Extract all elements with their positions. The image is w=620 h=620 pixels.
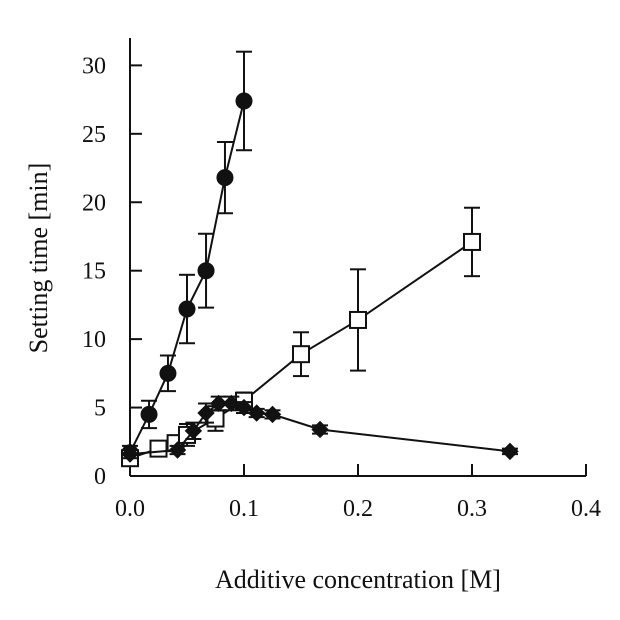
y-axis-label: Setting time [min] <box>24 163 53 354</box>
data-point-diamond <box>235 398 253 417</box>
data-point-square <box>149 439 168 458</box>
x-tick-label: 0.4 <box>571 496 601 522</box>
data-point-square <box>349 310 367 329</box>
data-point-diamond <box>168 441 187 459</box>
y-tick-label: 5 <box>94 396 106 422</box>
data-point-circle <box>140 405 158 423</box>
y-tick-label: 0 <box>94 464 106 490</box>
data-point-circle <box>159 364 177 382</box>
plot-area: 0.0 0.1 0.2 0.3 0.4 0 5 10 15 20 25 30 <box>82 38 601 522</box>
x-tick-label: 0.1 <box>229 496 259 522</box>
data-point-circle <box>216 169 234 187</box>
data-point-diamond <box>247 404 266 422</box>
x-tick-label: 0.0 <box>115 496 145 522</box>
y-tick-label: 25 <box>82 122 106 148</box>
data-point-diamond <box>209 394 228 413</box>
y-tick-label: 30 <box>82 53 106 79</box>
data-point-circle <box>178 300 196 318</box>
y-tick-label: 15 <box>82 259 106 285</box>
x-tick-label: 0.3 <box>457 496 487 522</box>
data-point-diamond <box>197 404 215 422</box>
data-point-square <box>292 345 310 364</box>
x-tick-label: 0.2 <box>343 496 373 522</box>
y-tick-label: 10 <box>82 327 106 353</box>
data-point-diamond <box>311 420 329 439</box>
data-point-circle <box>197 262 215 280</box>
y-tick-label: 20 <box>82 190 106 216</box>
data-point-diamond <box>121 445 139 463</box>
x-axis-label: Additive concentration [M] <box>215 565 501 594</box>
data-point-diamond <box>184 422 203 440</box>
data-point-circle <box>235 92 253 110</box>
data-point-diamond <box>501 442 519 461</box>
data-point-diamond <box>263 405 282 424</box>
data-point-square <box>463 232 481 251</box>
data-point-diamond <box>222 394 241 413</box>
